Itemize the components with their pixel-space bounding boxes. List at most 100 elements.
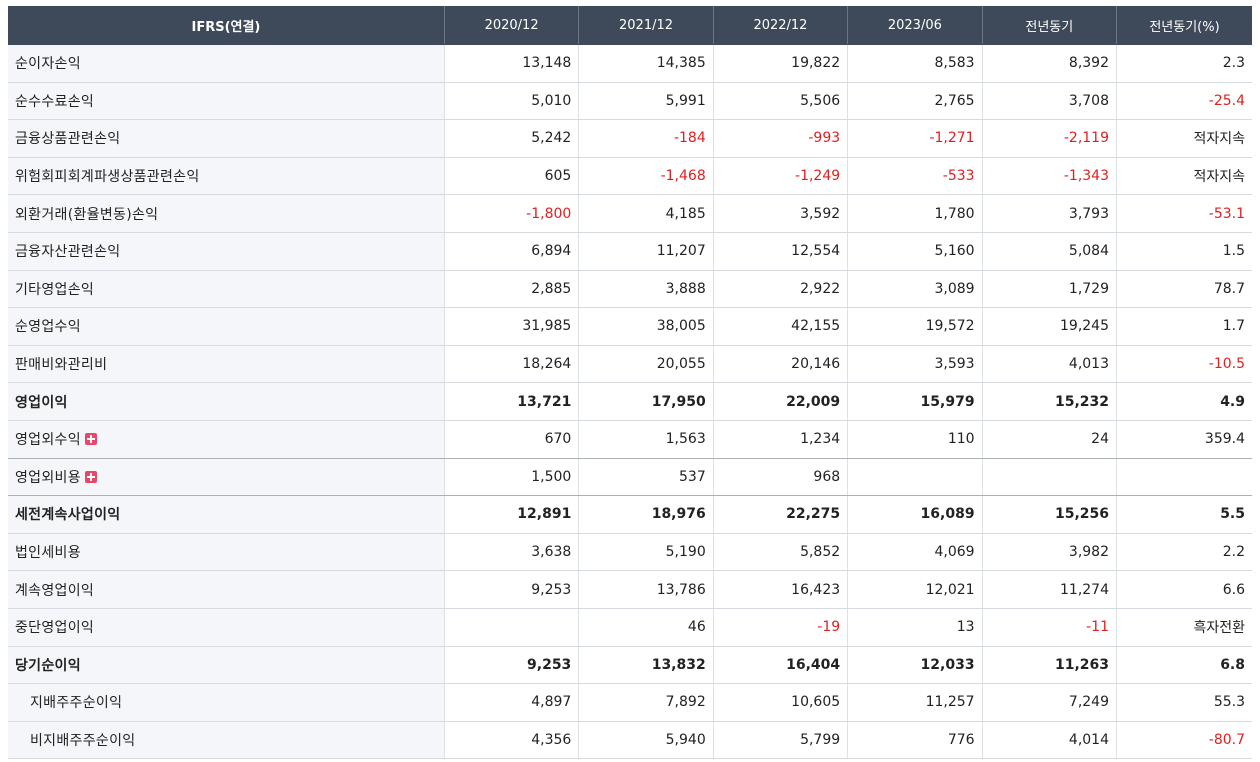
table-cell: 5,506 [713,82,849,121]
table-cell: 13,721 [444,382,580,421]
table-cell [847,458,983,497]
plus-icon[interactable] [84,433,97,446]
header-col-2022-12: 2022/12 [713,6,849,45]
table-cell: 46 [578,608,714,647]
table-row-total: 당기순이익 9,253 13,832 16,404 12,033 11,263 … [8,646,1252,685]
table-cell: 776 [847,721,983,760]
table-cell: 22,275 [713,495,849,534]
table-row-expandable: 영업외비용 1,500 537 968 [8,458,1252,497]
row-label: 위험회피회계파생상품관련손익 [8,157,445,196]
table-cell: 5,084 [982,232,1118,271]
table-cell: 4,014 [982,721,1118,760]
table-cell: -10.5 [1116,345,1252,384]
row-label: 순이자손익 [8,44,445,83]
table-cell: 22,009 [713,382,849,421]
table-cell: 11,257 [847,683,983,722]
table-cell: 12,021 [847,570,983,609]
table-row: 금융상품관련손익 5,242 -184 -993 -1,271 -2,119 적… [8,119,1252,158]
row-label: 비지배주주순이익 [8,721,445,760]
table-row: 순영업수익 31,985 38,005 42,155 19,572 19,245… [8,307,1252,346]
table-cell: 5,190 [578,533,714,572]
table-cell: 2.3 [1116,44,1252,83]
table-cell: 13,786 [578,570,714,609]
table-cell: 13,832 [578,646,714,685]
table-cell: 1,729 [982,270,1118,309]
table-cell: 4,185 [578,194,714,233]
table-cell: 3,592 [713,194,849,233]
table-cell: -1,271 [847,119,983,158]
table-cell: 16,089 [847,495,983,534]
table-cell: 18,976 [578,495,714,534]
table-cell: 5,852 [713,533,849,572]
table-cell: 13,148 [444,44,580,83]
plus-icon[interactable] [84,470,97,483]
header-col-2023-06: 2023/06 [847,6,983,45]
table-row: 법인세비용 3,638 5,190 5,852 4,069 3,982 2.2 [8,533,1252,572]
table-cell: -184 [578,119,714,158]
table-cell: 19,245 [982,307,1118,346]
row-label: 지배주주순이익 [8,683,445,722]
table-cell: 6.6 [1116,570,1252,609]
table-cell: 14,385 [578,44,714,83]
table-cell: 20,146 [713,345,849,384]
table-cell: 5,991 [578,82,714,121]
table-cell: 2.2 [1116,533,1252,572]
table-cell: 3,593 [847,345,983,384]
table-cell: 2,922 [713,270,849,309]
table-cell: 19,822 [713,44,849,83]
table-row: 순수수료손익 5,010 5,991 5,506 2,765 3,708 -25… [8,82,1252,121]
row-label: 금융자산관련손익 [8,232,445,271]
table-cell: 4,069 [847,533,983,572]
table-row-sub: 지배주주순이익 4,897 7,892 10,605 11,257 7,249 … [8,683,1252,722]
table-row-expandable: 영업외수익 670 1,563 1,234 110 24 359.4 [8,420,1252,459]
table-cell: 6,894 [444,232,580,271]
table-cell: 3,089 [847,270,983,309]
table-cell: 968 [713,458,849,497]
table-cell: 4,356 [444,721,580,760]
table-cell: 4,013 [982,345,1118,384]
financial-table-container: IFRS(연결) 2020/12 2021/12 2022/12 2023/06… [8,6,1252,760]
table-cell: 적자지속 [1116,157,1252,196]
table-cell: 18,264 [444,345,580,384]
table-cell: -1,343 [982,157,1118,196]
table-cell: -11 [982,608,1118,647]
table-cell: 19,572 [847,307,983,346]
table-row: 기타영업손익 2,885 3,888 2,922 3,089 1,729 78.… [8,270,1252,309]
table-cell [444,608,580,647]
table-cell: 1,780 [847,194,983,233]
header-col-prev-period: 전년동기 [982,6,1118,45]
table-cell: 537 [578,458,714,497]
table-cell: 9,253 [444,570,580,609]
table-row-sub: 비지배주주순이익 4,356 5,940 5,799 776 4,014 -80… [8,721,1252,760]
table-cell: 3,708 [982,82,1118,121]
table-cell: 359.4 [1116,420,1252,459]
table-cell: 1,500 [444,458,580,497]
table-cell: 4,897 [444,683,580,722]
table-cell: 2,765 [847,82,983,121]
table-row: 외환거래(환율변동)손익 -1,800 4,185 3,592 1,780 3,… [8,194,1252,233]
table-cell: 15,256 [982,495,1118,534]
table-row: 순이자손익 13,148 14,385 19,822 8,583 8,392 2… [8,44,1252,83]
table-row: 계속영업이익 9,253 13,786 16,423 12,021 11,274… [8,570,1252,609]
table-cell: -53.1 [1116,194,1252,233]
row-label: 순영업수익 [8,307,445,346]
header-ifrs-label: IFRS(연결) [8,6,445,45]
table-cell: -80.7 [1116,721,1252,760]
row-label-cell: 영업외비용 [8,458,445,497]
table-cell: 5,010 [444,82,580,121]
table-cell: 6.8 [1116,646,1252,685]
table-row: 판매비와관리비 18,264 20,055 20,146 3,593 4,013… [8,345,1252,384]
table-cell: 670 [444,420,580,459]
table-cell: 4.9 [1116,382,1252,421]
table-cell: 17,950 [578,382,714,421]
table-cell: 16,423 [713,570,849,609]
row-label: 순수수료손익 [8,82,445,121]
header-col-2020-12: 2020/12 [444,6,580,45]
table-cell: 2,885 [444,270,580,309]
table-cell: 16,404 [713,646,849,685]
table-cell: 10,605 [713,683,849,722]
table-cell: 38,005 [578,307,714,346]
row-label: 영업외비용 [15,469,81,486]
table-cell: 7,249 [982,683,1118,722]
table-cell: 7,892 [578,683,714,722]
